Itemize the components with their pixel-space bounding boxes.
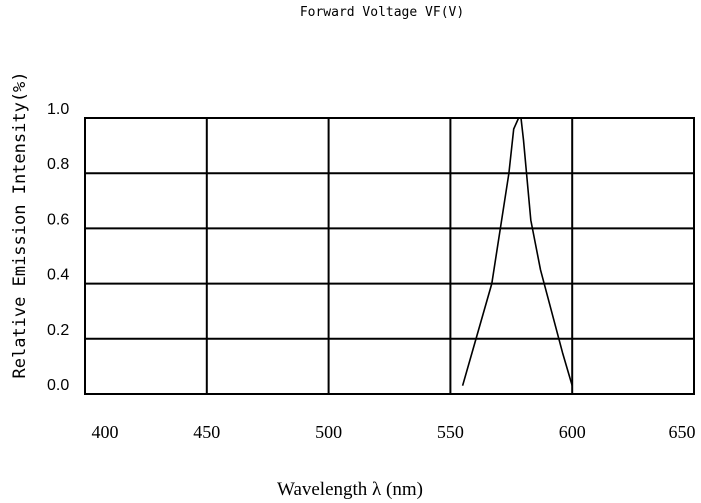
y-tick-label: 0.4 [47, 267, 69, 284]
y-tick-label: 0.0 [47, 377, 69, 394]
series-layer [461, 117, 573, 386]
x-tick-label: 550 [437, 422, 464, 442]
y-tick-label: 1.0 [47, 101, 69, 118]
y-axis-label: Relative Emission Intensity(%) [10, 71, 30, 378]
y-tick-label: 0.6 [47, 211, 69, 228]
x-tick-label: 450 [193, 422, 220, 442]
emission-curve [461, 117, 573, 386]
x-axis-label: Wavelength λ (nm) [277, 479, 423, 500]
x-tick-label: 600 [559, 422, 586, 442]
grid [84, 117, 695, 395]
tick-labels: 400 450 500 550 600 650 0.0 0.2 0.4 0.6 0.8 1.0 [47, 101, 696, 442]
y-tick-label: 0.2 [47, 322, 69, 339]
y-tick-label: 0.8 [47, 156, 69, 173]
x-tick-label: 400 [92, 422, 119, 442]
x-tick-label: 500 [315, 422, 342, 442]
header-text: Forward Voltage VF(V) [300, 5, 464, 20]
x-tick-label: 650 [669, 422, 696, 442]
plot-frame [84, 117, 695, 395]
